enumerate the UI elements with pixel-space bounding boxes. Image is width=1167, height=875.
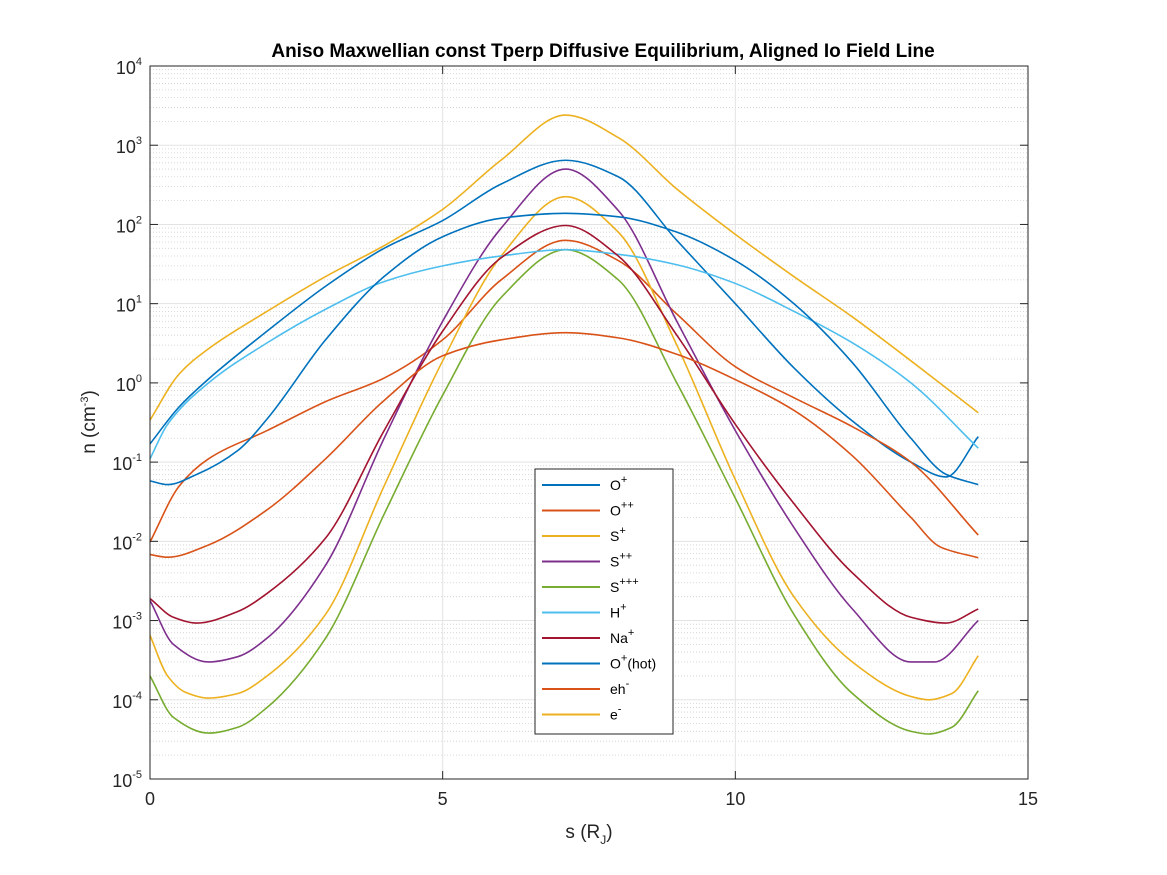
y-tick-label: 10-1 (112, 452, 142, 474)
series-line-6 (149, 248, 979, 460)
legend-entry: eh- (610, 678, 630, 697)
legend-entry: O+(hot) (610, 653, 656, 672)
tick-labels: 0 5 10 15 10-5 10-4 10-3 10-2 10-1 100 101 102 103 10… (112, 56, 1038, 809)
y-tick-label: 103 (116, 135, 142, 157)
legend-box (534, 468, 674, 735)
legend-entry: S++ (610, 551, 632, 570)
x-tick-label: 0 (145, 789, 155, 809)
series-line-4 (149, 168, 979, 663)
legend-entry: e- (610, 704, 622, 723)
y-tick-label: 101 (116, 294, 142, 316)
legend-entry: S+++ (610, 576, 639, 595)
series-line-7 (149, 224, 979, 624)
y-tick-label: 102 (116, 214, 142, 236)
legend: O+ O++ S+ S++ S+++ H+ Na+ O+(hot) eh-e- (534, 468, 674, 735)
y-tick-label: 100 (116, 373, 142, 395)
series-line-10 (149, 114, 979, 421)
series-line-8 (149, 212, 979, 486)
legend-entry: O+ (610, 474, 627, 493)
x-tick-label: 10 (725, 789, 745, 809)
axes-box (149, 65, 1029, 780)
x-axis-label: s (RJ) (565, 822, 612, 847)
y-tick-label: 10-2 (112, 531, 142, 553)
y-axis-label: n (cm-3) (79, 390, 100, 454)
series-lines (149, 114, 979, 735)
x-tick-label: 5 (438, 789, 448, 809)
ticks (149, 65, 1029, 780)
y-tick-label: 104 (116, 56, 142, 78)
series-line-1 (149, 159, 979, 478)
legend-entry: O++ (610, 500, 634, 519)
x-tick-label: 15 (1018, 789, 1038, 809)
legend-entry: Na+ (610, 627, 634, 646)
chart-title: Aniso Maxwellian const Tperp Diffusive E… (271, 41, 934, 62)
series-line-9 (149, 331, 979, 559)
legend-entry: H+ (610, 602, 627, 621)
legend-entry: S+ (610, 525, 626, 544)
y-tick-label: 10-3 (112, 611, 142, 633)
y-tick-label: 10-4 (112, 690, 142, 712)
series-line-2 (149, 239, 979, 543)
y-tick-label: 10-5 (112, 769, 142, 791)
series-line-3 (149, 195, 979, 701)
